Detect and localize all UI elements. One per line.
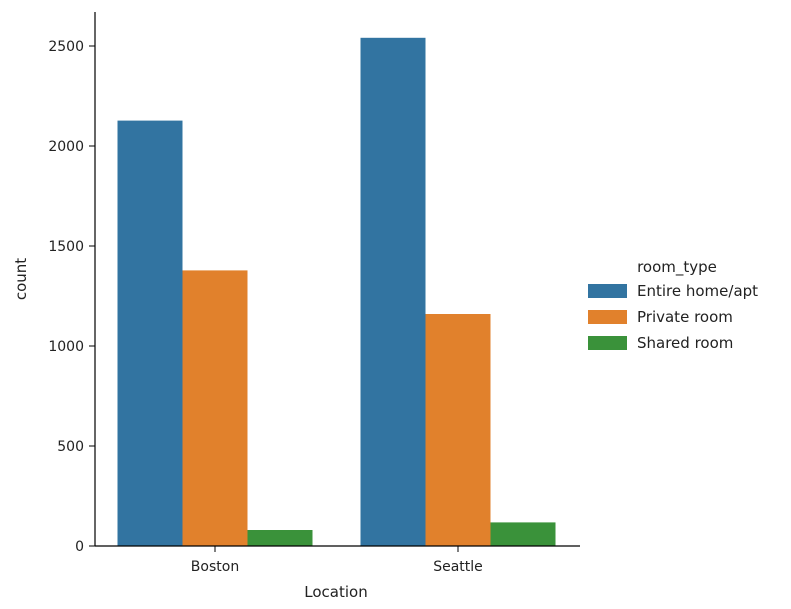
y-axis-ticks: 0 500 1000 1500 2000 2500: [48, 39, 95, 555]
x-axis-ticks: Boston Seattle: [191, 546, 483, 575]
legend-swatch: [588, 310, 627, 324]
bar-boston-entire-home-apt: [117, 120, 183, 546]
bar-seattle-entire-home-apt: [360, 37, 426, 547]
legend-swatch: [588, 336, 627, 350]
y-axis-label: count: [12, 258, 30, 300]
y-tick-label: 0: [75, 539, 84, 555]
legend-label: Shared room: [637, 334, 733, 352]
legend: room_type Entire home/apt Private room Sha…: [588, 258, 758, 352]
bar-boston-shared-room: [247, 530, 313, 546]
y-tick-label: 1500: [48, 239, 84, 255]
legend-swatch: [588, 284, 627, 298]
x-tick-label: Seattle: [433, 559, 483, 575]
x-tick-label: Boston: [191, 559, 239, 575]
legend-label: Private room: [637, 308, 733, 326]
bar-boston-private-room: [182, 270, 248, 546]
bar-seattle-shared-room: [490, 522, 556, 546]
bars-layer: [117, 37, 556, 547]
y-tick-label: 1000: [48, 339, 84, 355]
y-tick-label: 500: [57, 439, 84, 455]
y-tick-label: 2500: [48, 39, 84, 55]
x-axis-label: Location: [304, 583, 367, 601]
legend-title: room_type: [637, 258, 717, 277]
y-tick-label: 2000: [48, 139, 84, 155]
bar-seattle-private-room: [425, 314, 491, 546]
legend-label: Entire home/apt: [637, 282, 758, 300]
